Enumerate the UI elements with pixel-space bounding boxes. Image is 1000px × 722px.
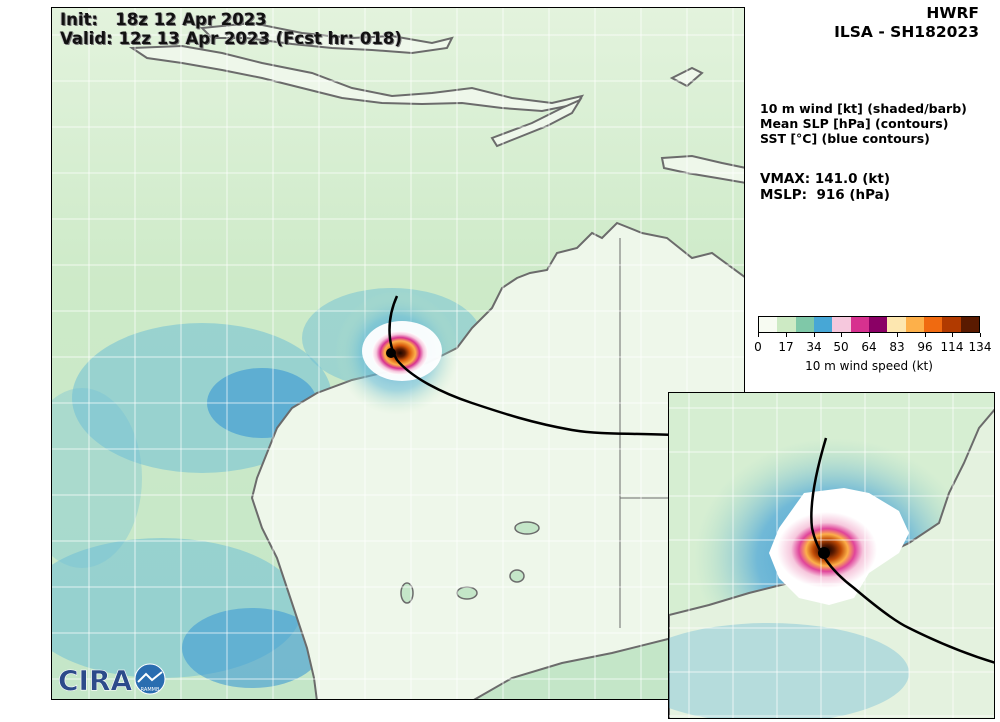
colorbar-tick [841, 333, 842, 337]
init-time-label: Init: 18z 12 Apr 2023 [60, 10, 267, 29]
colorbar-tick-label: 114 [940, 340, 964, 354]
colorbar-tick [869, 333, 870, 337]
wind-band-far-west [52, 388, 142, 568]
lake-2 [456, 586, 478, 600]
colorbar-segment [814, 317, 833, 332]
main-map-panel [51, 7, 745, 700]
colorbar-segment [887, 317, 907, 332]
colorbar-tick-label: 64 [861, 340, 877, 354]
wind-speed-colorbar [758, 316, 980, 333]
colorbar-segment [960, 317, 980, 332]
colorbar-segment [942, 317, 962, 332]
storm-core [372, 331, 428, 375]
colorbar-tick-label: 34 [806, 340, 822, 354]
colorbar-tick [952, 333, 953, 337]
storm-name: ILSA - SH182023 [834, 23, 979, 41]
colorbar-tick [925, 333, 926, 337]
colorbar-label: 10 m wind speed (kt) [805, 359, 933, 373]
colorbar-tick-label: 17 [778, 340, 794, 354]
colorbar-segment [905, 317, 925, 332]
colorbar-segment [759, 317, 778, 332]
colorbar-tick-label: 50 [833, 340, 849, 354]
colorbar-segment [832, 317, 852, 332]
inset-storm-track [810, 437, 994, 664]
cira-logo-text: CIRA [58, 664, 133, 696]
valid-time-label: Valid: 12z 13 Apr 2023 (Fcst hr: 018) [60, 29, 402, 48]
wind-band-southwest-core [182, 608, 322, 688]
colorbar-segment [777, 317, 797, 332]
colorbar-segment [924, 317, 943, 332]
colorbar-tick [980, 333, 981, 337]
inset-land-band [669, 623, 909, 718]
field-description-sst: SST [°C] (blue contours) [760, 131, 930, 146]
timor-island [490, 97, 583, 148]
colorbar-tick-label: 134 [968, 340, 992, 354]
storm-center-marker [386, 348, 396, 358]
colorbar-tick [786, 333, 787, 337]
lake-3 [514, 521, 540, 535]
lake-1 [400, 582, 414, 604]
colorbar-tick-label: 96 [917, 340, 933, 354]
inset-wind-field [669, 393, 994, 718]
wind-field-map [52, 8, 744, 699]
vmax-value: VMAX: 141.0 (kt) [760, 171, 891, 187]
colorbar-segment [795, 317, 815, 332]
field-description-slp: Mean SLP [hPa] (contours) [760, 116, 949, 131]
inset-zoom-map [668, 392, 995, 719]
model-name: HWRF [926, 4, 979, 22]
colorbar-tick-label: 0 [754, 340, 762, 354]
inset-storm-center [818, 547, 830, 559]
colorbar-segment [850, 317, 870, 332]
colorbar-tick [897, 333, 898, 337]
field-description-wind: 10 m wind [kt] (shaded/barb) [760, 101, 967, 116]
inset-grid [669, 393, 994, 718]
cira-logo: CIRA RAMMB [58, 662, 168, 696]
rammb-badge-text: RAMMB [141, 687, 160, 693]
new-guinea-edge [660, 154, 744, 184]
colorbar-tick [758, 333, 759, 337]
colorbar-tick [814, 333, 815, 337]
lake-4 [509, 569, 525, 583]
colorbar-tick-label: 83 [889, 340, 905, 354]
colorbar-segment [869, 317, 888, 332]
mslp-value: MSLP: 916 (hPa) [760, 187, 890, 203]
